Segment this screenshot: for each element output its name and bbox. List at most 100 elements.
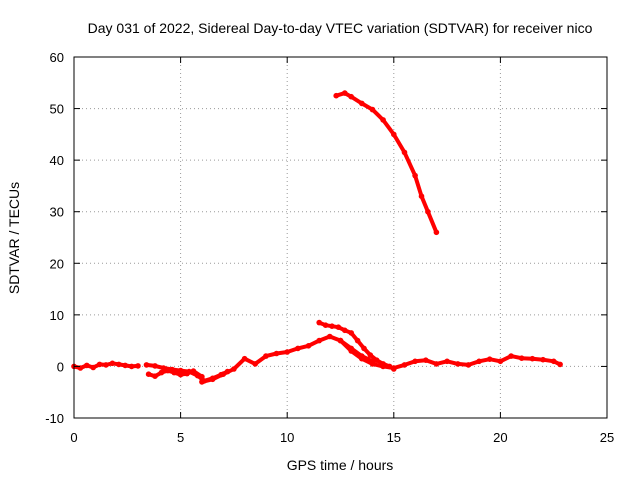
y-tick-label: 40 — [50, 153, 64, 168]
y-tick-label: 30 — [50, 205, 64, 220]
data-point — [116, 361, 122, 368]
data-point — [401, 149, 408, 156]
data-point — [329, 323, 335, 330]
data-point — [380, 363, 386, 370]
y-axis-label: SDTVAR / TECUs — [6, 182, 22, 294]
data-point — [342, 90, 348, 96]
data-point — [103, 362, 109, 368]
data-point — [518, 355, 525, 362]
data-point — [231, 366, 237, 372]
chart-title: Day 031 of 2022, Sidereal Day-to-day VTE… — [88, 20, 593, 36]
x-axis-label: GPS time / hours — [287, 457, 394, 473]
data-point — [557, 361, 563, 368]
plot-frame — [73, 56, 608, 419]
series-6 — [333, 90, 440, 236]
data-point — [380, 117, 386, 123]
x-tick-label: 5 — [177, 430, 184, 445]
data-point — [177, 371, 184, 378]
data-point — [128, 363, 135, 370]
x-tick-label: 0 — [70, 430, 77, 445]
data-point — [177, 367, 184, 374]
data-point — [367, 352, 374, 358]
data-point — [433, 229, 440, 236]
data-point — [540, 356, 546, 363]
data-point — [412, 172, 418, 179]
series-5 — [316, 319, 397, 372]
data-point — [305, 343, 312, 349]
y-tick-label: 20 — [50, 256, 64, 271]
data-point — [109, 360, 116, 367]
data-point — [143, 362, 150, 368]
data-point — [354, 337, 361, 344]
data-point — [199, 379, 205, 385]
data-point — [160, 365, 167, 371]
y-tick-label: 0 — [57, 359, 64, 374]
data-point — [316, 319, 323, 326]
data-point — [184, 370, 190, 377]
data-series — [71, 90, 563, 385]
data-point — [361, 345, 367, 352]
data-point — [369, 361, 376, 367]
series-line — [338, 338, 563, 370]
data-point — [158, 369, 165, 376]
data-point — [316, 337, 323, 344]
data-point — [373, 357, 380, 364]
data-point — [135, 363, 141, 369]
data-point — [401, 362, 408, 368]
data-point — [433, 361, 440, 367]
data-point — [145, 371, 152, 378]
data-point — [337, 337, 344, 344]
data-point — [348, 93, 355, 100]
data-point — [90, 364, 96, 371]
x-tick-label: 10 — [280, 430, 294, 445]
data-point — [96, 361, 103, 368]
data-point — [508, 353, 514, 359]
data-point — [333, 92, 340, 99]
data-point — [348, 330, 355, 336]
data-point — [476, 358, 482, 365]
data-point — [209, 376, 216, 383]
data-point — [342, 327, 348, 334]
data-point — [327, 333, 333, 340]
data-point — [455, 361, 461, 367]
data-point — [359, 355, 365, 362]
data-point — [220, 371, 226, 378]
data-point — [322, 322, 329, 329]
y-tick-label: 60 — [50, 50, 64, 65]
data-point — [529, 355, 536, 362]
data-point — [84, 362, 90, 369]
data-point — [152, 363, 158, 369]
axis-ticks: 0 5 10 15 20 25 -10 0 10 20 30 40 50 60 — [45, 50, 614, 445]
data-point — [423, 357, 429, 364]
data-point — [425, 208, 431, 215]
series-1 — [71, 360, 141, 371]
data-point — [348, 348, 355, 354]
data-point — [444, 358, 450, 365]
data-point — [171, 369, 177, 376]
x-tick-label: 25 — [600, 430, 614, 445]
data-point — [199, 373, 205, 380]
y-tick-label: -10 — [45, 411, 64, 426]
data-point — [369, 106, 376, 113]
data-point — [335, 324, 342, 331]
data-point — [273, 350, 280, 357]
series-3 — [145, 367, 205, 380]
data-point — [122, 362, 128, 369]
x-tick-label: 20 — [493, 430, 507, 445]
data-point — [465, 362, 472, 368]
data-point — [418, 193, 425, 199]
y-tick-label: 10 — [50, 308, 64, 323]
data-point — [295, 345, 301, 352]
series-line — [199, 334, 375, 384]
data-point — [152, 373, 158, 380]
y-tick-label: 50 — [50, 102, 64, 117]
data-point — [391, 131, 397, 138]
data-point — [497, 358, 504, 365]
data-point — [359, 100, 365, 107]
data-point — [391, 365, 397, 371]
data-point — [263, 353, 269, 359]
data-point — [190, 368, 197, 374]
data-point — [486, 356, 493, 363]
